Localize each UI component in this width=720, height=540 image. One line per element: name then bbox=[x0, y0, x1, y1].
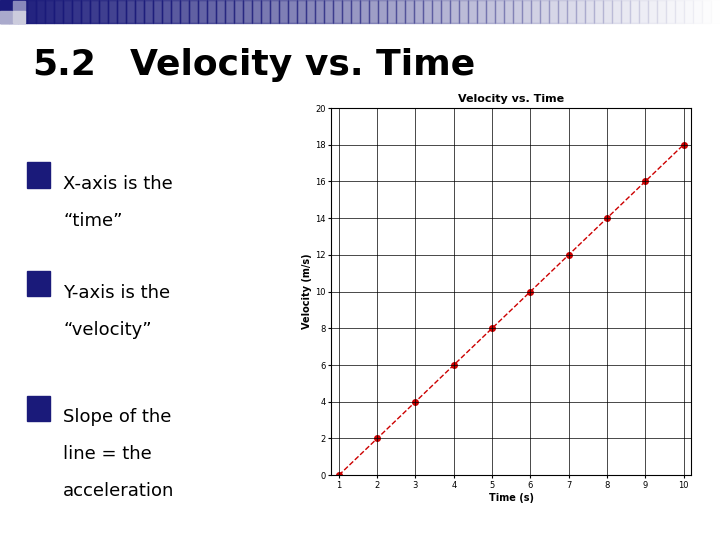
Bar bbox=[612, 0, 621, 23]
Bar bbox=[639, 0, 648, 23]
Bar bbox=[243, 0, 252, 23]
Bar bbox=[576, 0, 585, 23]
Bar bbox=[225, 0, 234, 23]
Bar bbox=[0, 11, 12, 23]
Bar bbox=[486, 0, 495, 23]
Bar bbox=[504, 0, 513, 23]
Bar bbox=[207, 0, 216, 23]
Bar bbox=[108, 0, 117, 23]
Bar bbox=[288, 0, 297, 23]
Bar bbox=[702, 0, 711, 23]
Bar bbox=[540, 0, 549, 23]
Bar bbox=[153, 0, 162, 23]
Bar bbox=[396, 0, 405, 23]
Bar bbox=[234, 0, 243, 23]
Bar bbox=[513, 0, 522, 23]
Text: “velocity”: “velocity” bbox=[63, 321, 152, 339]
Bar bbox=[270, 0, 279, 23]
Bar bbox=[9, 0, 18, 23]
Bar bbox=[423, 0, 432, 23]
Bar bbox=[342, 0, 351, 23]
Text: Slope of the: Slope of the bbox=[63, 408, 171, 426]
Bar bbox=[72, 0, 81, 23]
Bar bbox=[126, 0, 135, 23]
Text: “time”: “time” bbox=[63, 212, 122, 230]
Bar bbox=[351, 0, 360, 23]
Bar bbox=[27, 271, 50, 296]
Bar bbox=[684, 0, 693, 23]
Bar bbox=[13, 1, 25, 12]
Bar bbox=[189, 0, 198, 23]
Bar bbox=[378, 0, 387, 23]
Bar bbox=[0, 1, 12, 12]
Bar bbox=[180, 0, 189, 23]
Bar bbox=[279, 0, 288, 23]
Bar bbox=[603, 0, 612, 23]
Bar bbox=[333, 0, 342, 23]
Bar bbox=[468, 0, 477, 23]
Bar bbox=[567, 0, 576, 23]
Bar bbox=[441, 0, 450, 23]
Bar bbox=[27, 163, 50, 187]
Bar bbox=[63, 0, 72, 23]
Bar bbox=[261, 0, 270, 23]
Bar bbox=[99, 0, 108, 23]
Bar bbox=[45, 0, 54, 23]
Text: line = the: line = the bbox=[63, 445, 152, 463]
Bar bbox=[531, 0, 540, 23]
Bar bbox=[324, 0, 333, 23]
Bar bbox=[711, 0, 720, 23]
Bar bbox=[54, 0, 63, 23]
Bar bbox=[594, 0, 603, 23]
Bar bbox=[693, 0, 702, 23]
Bar bbox=[171, 0, 180, 23]
Bar bbox=[315, 0, 324, 23]
Bar bbox=[558, 0, 567, 23]
Bar bbox=[135, 0, 144, 23]
Bar bbox=[621, 0, 630, 23]
Bar bbox=[117, 0, 126, 23]
Bar bbox=[675, 0, 684, 23]
Bar bbox=[198, 0, 207, 23]
Bar bbox=[459, 0, 468, 23]
Bar bbox=[477, 0, 486, 23]
Bar bbox=[387, 0, 396, 23]
Text: X-axis is the: X-axis is the bbox=[63, 175, 173, 193]
Bar bbox=[297, 0, 306, 23]
Bar bbox=[13, 11, 25, 23]
Text: Velocity vs. Time: Velocity vs. Time bbox=[130, 48, 475, 82]
Bar bbox=[549, 0, 558, 23]
Bar bbox=[306, 0, 315, 23]
Bar bbox=[162, 0, 171, 23]
Bar bbox=[432, 0, 441, 23]
Bar bbox=[27, 396, 50, 421]
Bar bbox=[405, 0, 414, 23]
Bar bbox=[0, 0, 9, 23]
Bar bbox=[522, 0, 531, 23]
Text: acceleration: acceleration bbox=[63, 482, 174, 500]
Bar bbox=[216, 0, 225, 23]
Bar bbox=[81, 0, 90, 23]
Bar bbox=[36, 0, 45, 23]
Bar bbox=[252, 0, 261, 23]
Bar bbox=[495, 0, 504, 23]
Bar bbox=[369, 0, 378, 23]
Bar bbox=[414, 0, 423, 23]
Text: 5.2: 5.2 bbox=[32, 48, 96, 82]
Bar bbox=[666, 0, 675, 23]
Bar bbox=[585, 0, 594, 23]
Title: Velocity vs. Time: Velocity vs. Time bbox=[458, 94, 564, 104]
Bar bbox=[360, 0, 369, 23]
Y-axis label: Velocity (m/s): Velocity (m/s) bbox=[302, 254, 312, 329]
Bar bbox=[27, 0, 36, 23]
Bar bbox=[630, 0, 639, 23]
Bar bbox=[450, 0, 459, 23]
Bar bbox=[648, 0, 657, 23]
Bar bbox=[657, 0, 666, 23]
X-axis label: Time (s): Time (s) bbox=[489, 492, 534, 503]
Bar bbox=[18, 0, 27, 23]
Text: Y-axis is the: Y-axis is the bbox=[63, 284, 170, 302]
Bar bbox=[144, 0, 153, 23]
Bar bbox=[90, 0, 99, 23]
